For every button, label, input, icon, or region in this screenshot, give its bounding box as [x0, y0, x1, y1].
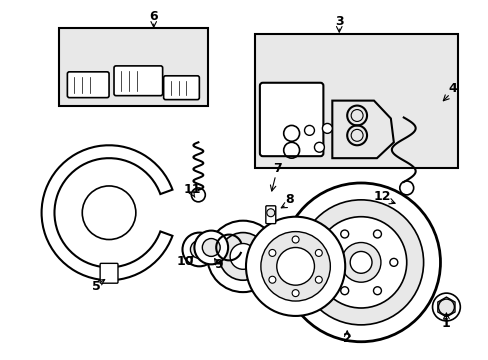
- Text: 6: 6: [149, 10, 158, 23]
- Circle shape: [202, 239, 220, 256]
- FancyBboxPatch shape: [67, 72, 109, 98]
- Circle shape: [281, 183, 440, 342]
- Circle shape: [268, 276, 275, 283]
- Circle shape: [389, 258, 397, 266]
- Text: 9: 9: [213, 258, 222, 271]
- Circle shape: [190, 240, 208, 258]
- Circle shape: [314, 142, 324, 152]
- FancyBboxPatch shape: [163, 76, 199, 100]
- Circle shape: [373, 230, 381, 238]
- Circle shape: [315, 249, 322, 256]
- Wedge shape: [41, 145, 172, 280]
- Circle shape: [298, 200, 423, 325]
- Circle shape: [230, 243, 255, 269]
- Circle shape: [266, 209, 274, 217]
- Text: 7: 7: [273, 162, 282, 175]
- Circle shape: [324, 258, 332, 266]
- Circle shape: [207, 221, 278, 292]
- Text: 5: 5: [92, 280, 101, 293]
- Circle shape: [373, 287, 381, 295]
- Circle shape: [182, 233, 216, 266]
- Circle shape: [315, 276, 322, 283]
- Circle shape: [341, 243, 380, 282]
- Circle shape: [438, 299, 453, 315]
- Circle shape: [340, 287, 348, 295]
- Text: 3: 3: [334, 15, 343, 28]
- Circle shape: [432, 293, 459, 321]
- Circle shape: [349, 251, 371, 273]
- Circle shape: [291, 290, 299, 297]
- Circle shape: [82, 186, 136, 239]
- Circle shape: [304, 125, 314, 135]
- Circle shape: [245, 217, 345, 316]
- Circle shape: [260, 231, 330, 301]
- Text: 1: 1: [441, 318, 450, 330]
- Circle shape: [322, 123, 332, 133]
- FancyBboxPatch shape: [259, 83, 323, 156]
- Circle shape: [219, 233, 266, 280]
- FancyBboxPatch shape: [254, 34, 457, 168]
- Circle shape: [268, 249, 275, 256]
- Text: 10: 10: [176, 255, 194, 268]
- Circle shape: [276, 247, 314, 285]
- Text: 2: 2: [342, 332, 351, 345]
- FancyBboxPatch shape: [100, 264, 118, 283]
- FancyBboxPatch shape: [265, 206, 275, 224]
- Circle shape: [315, 217, 406, 308]
- Circle shape: [191, 188, 205, 202]
- Circle shape: [291, 236, 299, 243]
- Text: 8: 8: [285, 193, 293, 206]
- Circle shape: [399, 181, 413, 195]
- Text: 4: 4: [447, 82, 456, 95]
- Circle shape: [194, 231, 228, 264]
- FancyBboxPatch shape: [114, 66, 163, 96]
- FancyBboxPatch shape: [60, 28, 208, 105]
- Circle shape: [340, 230, 348, 238]
- Text: 12: 12: [372, 190, 390, 203]
- Text: 11: 11: [183, 184, 201, 197]
